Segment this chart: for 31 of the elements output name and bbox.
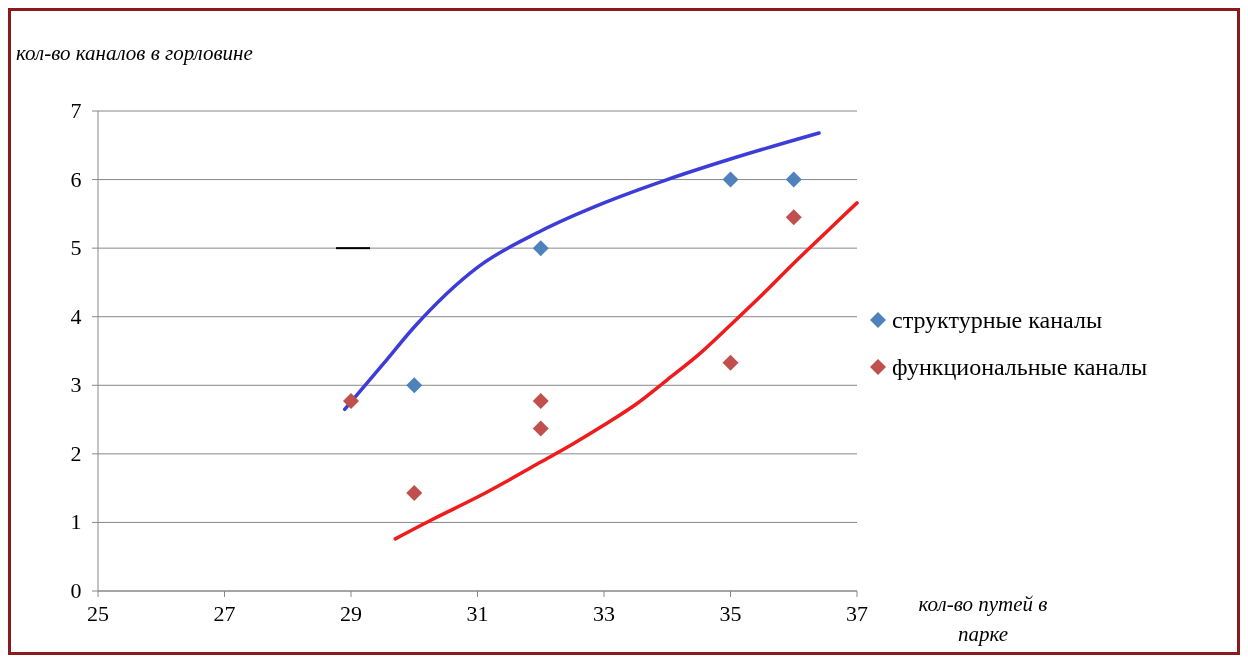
line-series [342, 131, 821, 412]
y-tick-label: 2 [70, 440, 82, 466]
point [343, 393, 359, 410]
y-axis-title: кол-во каналов в горловине [16, 41, 253, 65]
line-series [393, 201, 859, 541]
y-tick-label: 1 [70, 509, 82, 535]
y-tick-label: 5 [70, 235, 82, 261]
x-tick-label: 31 [466, 601, 489, 626]
point [532, 393, 549, 410]
point [532, 420, 549, 437]
y-tick-label: 4 [70, 303, 82, 329]
point [785, 171, 802, 188]
point [406, 377, 423, 394]
x-tick-label: 37 [846, 601, 868, 626]
x-tick-label: 27 [213, 601, 236, 626]
x-tick-label: 25 [87, 601, 109, 626]
legend-label: функциональные каналы [892, 354, 1148, 380]
point [532, 240, 549, 257]
point [722, 354, 739, 371]
x-tick-label: 33 [593, 601, 615, 626]
y-tick-label: 6 [70, 166, 82, 192]
legend-label: структурные каналы [892, 307, 1103, 333]
y-tick-label: 3 [70, 372, 82, 398]
point [722, 171, 739, 188]
x-tick-label: 29 [340, 601, 362, 626]
point [406, 484, 423, 501]
y-tick-label: 7 [70, 98, 82, 123]
point [785, 209, 802, 226]
x-axis-title: кол-во путей в парке [918, 592, 1048, 646]
y-tick-label: 0 [70, 578, 82, 603]
x-tick-label: 35 [719, 601, 742, 626]
